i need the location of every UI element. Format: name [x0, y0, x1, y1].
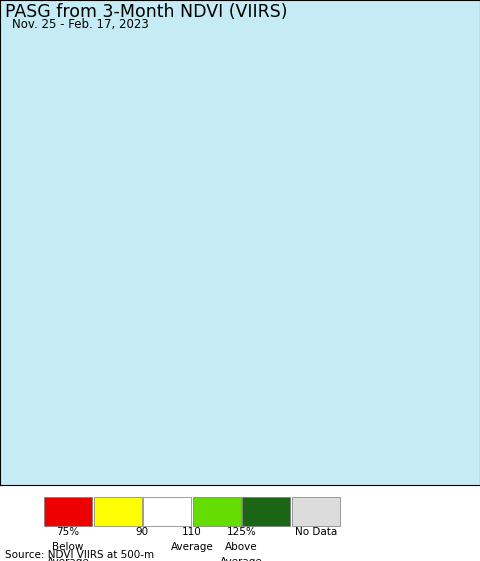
Bar	[144, 496, 191, 526]
Bar	[242, 496, 290, 526]
Text: Above: Above	[225, 542, 258, 552]
Text: 110: 110	[182, 527, 202, 537]
Text: PASG from 3-Month NDVI (VIIRS): PASG from 3-Month NDVI (VIIRS)	[5, 3, 288, 21]
Text: Average: Average	[170, 542, 214, 552]
Bar	[193, 496, 240, 526]
Text: 75%: 75%	[57, 527, 80, 537]
Text: Nov. 25 - Feb. 17, 2023: Nov. 25 - Feb. 17, 2023	[12, 18, 149, 31]
Text: Source: NDVI VIIRS at 500-m: Source: NDVI VIIRS at 500-m	[5, 550, 154, 560]
Text: 125%: 125%	[227, 527, 256, 537]
Text: 90: 90	[136, 527, 149, 537]
Bar	[292, 496, 340, 526]
Bar	[94, 496, 142, 526]
Bar	[44, 496, 92, 526]
Text: No Data: No Data	[295, 527, 337, 537]
Text: Below: Below	[52, 542, 84, 552]
Text: Average: Average	[220, 557, 263, 561]
Text: Average: Average	[47, 557, 89, 561]
